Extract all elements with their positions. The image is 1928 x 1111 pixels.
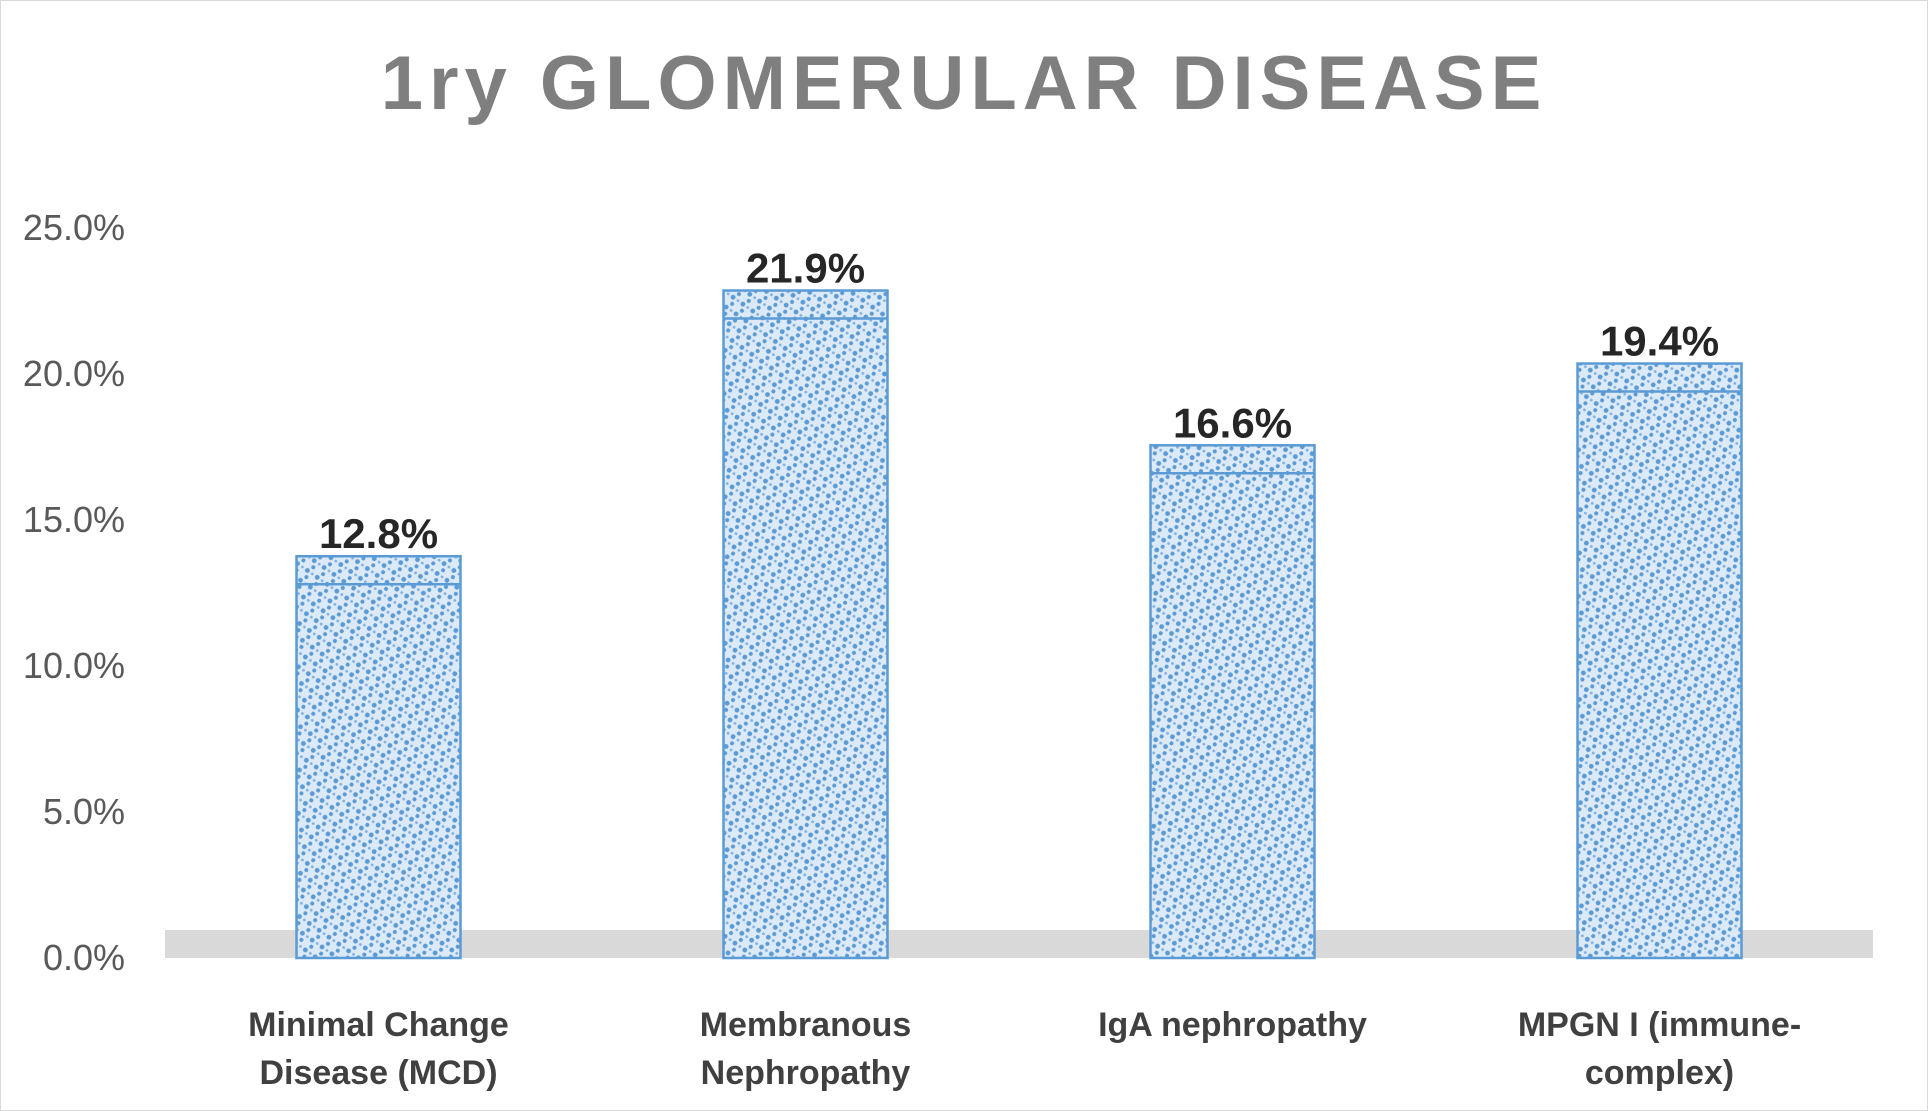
y-tick-label: 20.0% (23, 353, 125, 394)
bar (295, 554, 462, 960)
data-label: 21.9% (746, 245, 865, 292)
data-label: 12.8% (319, 510, 438, 557)
x-category-label: IgA nephropathy (1098, 1006, 1367, 1044)
x-category-label: MPGN I (immune- (1518, 1006, 1801, 1044)
y-tick-label: 0.0% (43, 937, 125, 978)
x-category-label: Disease (MCD) (259, 1054, 497, 1092)
x-category-label: Membranous (700, 1006, 912, 1044)
y-tick-label: 25.0% (23, 207, 125, 248)
bar (1149, 444, 1316, 960)
x-category-label: complex) (1585, 1054, 1734, 1092)
x-category-label: Minimal Change (248, 1006, 509, 1044)
bar (1576, 362, 1743, 960)
y-tick-label: 15.0% (23, 499, 125, 540)
chart-title: 1ry GLOMERULAR DISEASE (380, 41, 1548, 126)
y-tick-label: 5.0% (43, 791, 125, 832)
x-category-label: Nephropathy (701, 1054, 911, 1092)
data-label: 16.6% (1173, 399, 1292, 446)
data-label: 19.4% (1600, 318, 1719, 365)
bar (722, 289, 889, 960)
y-tick-label: 10.0% (23, 645, 125, 686)
